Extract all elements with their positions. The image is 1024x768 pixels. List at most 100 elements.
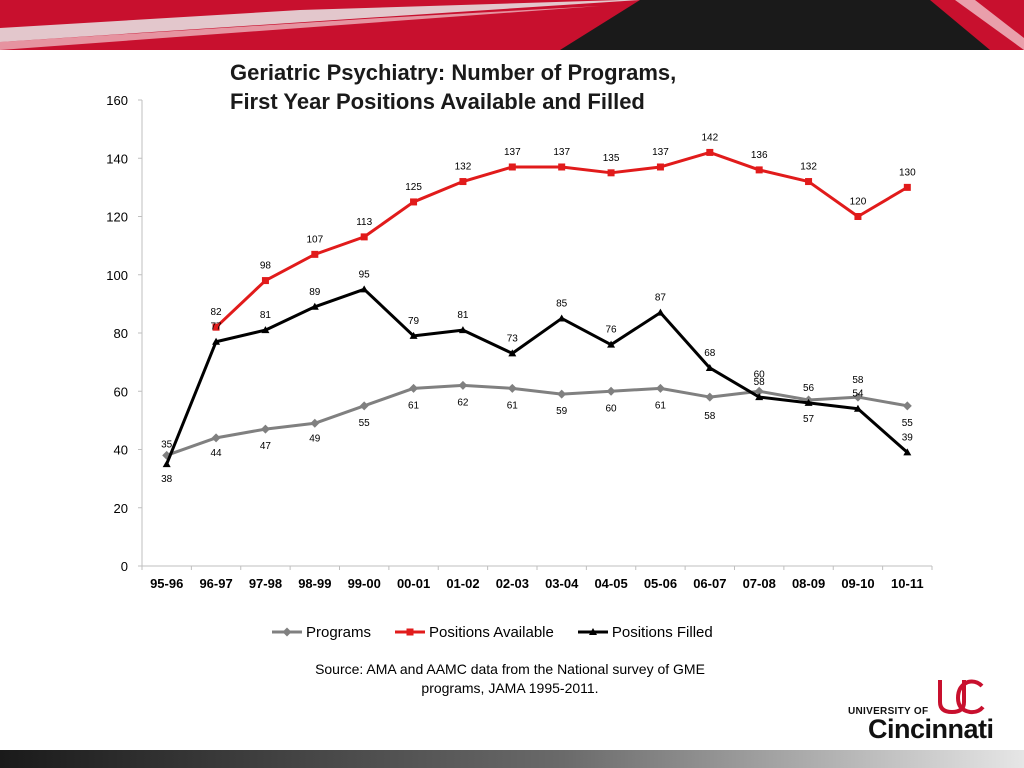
programs-line: [166, 383, 908, 457]
programs-data-label: 58: [704, 411, 716, 422]
positions-filled-point: [310, 302, 319, 310]
programs-data-label: 55: [359, 418, 371, 429]
x-tick-label: 96-97: [199, 576, 232, 591]
x-tick-label: 06-07: [693, 576, 726, 591]
programs-point: [458, 380, 468, 390]
y-tick-label: 0: [121, 559, 128, 574]
x-tick-label: 98-99: [298, 576, 331, 591]
positions-available-point: [656, 163, 664, 171]
source-line-1: Source: AMA and AAMC data from the Natio…: [315, 661, 705, 677]
programs-data-label: 59: [556, 406, 568, 417]
positions-filled-data-label: 39: [902, 432, 914, 443]
positions-available-point: [459, 178, 467, 186]
positions-filled-data-label: 76: [606, 325, 618, 336]
positions-filled-point: [607, 340, 616, 348]
x-tick-label: 10-11: [891, 576, 924, 591]
positions-filled-point: [755, 393, 764, 401]
positions-filled-point: [656, 308, 665, 316]
programs-point: [853, 392, 863, 402]
programs-data-label: 60: [606, 403, 618, 414]
positions-filled-data-label: 87: [655, 293, 667, 304]
positions-filled-data-label: 85: [556, 298, 568, 309]
y-tick-label: 160: [106, 93, 128, 108]
positions-filled-point: [557, 314, 566, 322]
positions-available-data-label: 130: [899, 167, 916, 178]
programs-point: [754, 386, 764, 396]
positions-filled-point: [212, 337, 221, 345]
programs-point: [902, 401, 912, 411]
x-tick-label: 95-96: [150, 576, 183, 591]
legend-item-programs: Programs: [272, 624, 371, 641]
positions-filled-point: [458, 326, 467, 334]
positions-available-data-label: 135: [603, 153, 620, 164]
uc-logo-mark-icon: [938, 679, 985, 715]
positions-available-point: [755, 166, 763, 174]
positions-filled-data-label: 81: [260, 310, 272, 321]
positions-filled-point: [261, 326, 270, 334]
positions-available-data-label: 125: [405, 182, 422, 193]
positions-filled-data-label: 58: [754, 377, 766, 388]
legend-label: Positions Filled: [611, 623, 713, 641]
x-tick-label: 01-02: [446, 576, 479, 591]
university-logo: UNIVERSITY OF Cincinnati: [848, 676, 998, 746]
positions-available-point: [261, 277, 269, 285]
positions-available-point: [903, 183, 911, 191]
programs-point: [705, 392, 715, 402]
programs-data-label: 35: [161, 439, 173, 450]
positions-available-data-label: 132: [455, 162, 472, 173]
y-tick-label: 60: [114, 384, 128, 399]
programs-point: [359, 401, 369, 411]
programs-data-label: 61: [655, 400, 667, 411]
programs-data-label: 57: [803, 414, 815, 425]
positions-available-point: [311, 250, 319, 258]
positions-filled-data-label: 81: [457, 310, 469, 321]
positions-available-data-label: 82: [211, 307, 223, 318]
x-tick-label: 99-00: [348, 576, 381, 591]
line-chart: 0 20 40 60 80 100 120 140 160 95-96 96-97 97-98 98-9…: [106, 93, 933, 591]
positions-available-point: [558, 163, 566, 171]
x-tick-label: 04-05: [594, 576, 627, 591]
footer-bar: [0, 750, 1024, 768]
positions-filled-point: [409, 331, 418, 339]
y-tick-label: 120: [106, 210, 128, 225]
programs-point: [310, 418, 320, 428]
programs-data-label: 44: [211, 448, 223, 459]
programs-point: [507, 383, 517, 393]
programs-point: [606, 386, 616, 396]
positions-filled-data-label: 38: [161, 474, 173, 485]
programs-data-label: 61: [507, 400, 519, 411]
programs-data-label: 62: [457, 397, 469, 408]
positions-filled-data-label: 56: [803, 383, 815, 394]
x-tick-label: 07-08: [743, 576, 776, 591]
positions-available-data-label: 137: [652, 147, 669, 158]
chart-title: Geriatric Psychiatry: Number of Programs…: [230, 58, 850, 116]
positions-available-data-label: 113: [356, 217, 372, 228]
y-tick-label: 40: [114, 443, 128, 458]
x-tick-label: 00-01: [397, 576, 430, 591]
positions-available-point: [410, 198, 418, 206]
positions-available-point: [706, 148, 714, 156]
positions-filled-data-label: 77: [211, 322, 223, 333]
chart-title-line2: First Year Positions Available and Fille…: [230, 89, 645, 114]
programs-point: [409, 383, 419, 393]
legend-item-positions-filled: Positions Filled: [577, 623, 713, 641]
positions-available-data-label: 137: [504, 147, 521, 158]
logo-text-small: UNIVERSITY OF: [848, 706, 929, 717]
y-tick-label: 140: [106, 151, 128, 166]
programs-data-label: 61: [408, 400, 420, 411]
chart-legend: Programs Positions Available Positions Fil…: [272, 622, 737, 642]
x-tick-label: 97-98: [249, 576, 282, 591]
programs-data-label: 58: [852, 375, 864, 386]
programs-data-label: 49: [309, 433, 321, 444]
positions-available-data-label: 142: [701, 132, 718, 143]
programs-point: [557, 389, 567, 399]
positions-filled-point: [903, 448, 912, 456]
legend-item-positions-available: Positions Available: [395, 624, 554, 641]
x-tick-label: 09-10: [841, 576, 874, 591]
x-tick-label: 02-03: [496, 576, 529, 591]
positions-filled-line: [165, 287, 909, 465]
positions-filled-data-label: 79: [408, 316, 420, 327]
y-tick-label: 80: [114, 326, 128, 341]
positions-available-point: [854, 213, 862, 220]
chart-title-line1: Geriatric Psychiatry: Number of Programs…: [230, 60, 677, 85]
